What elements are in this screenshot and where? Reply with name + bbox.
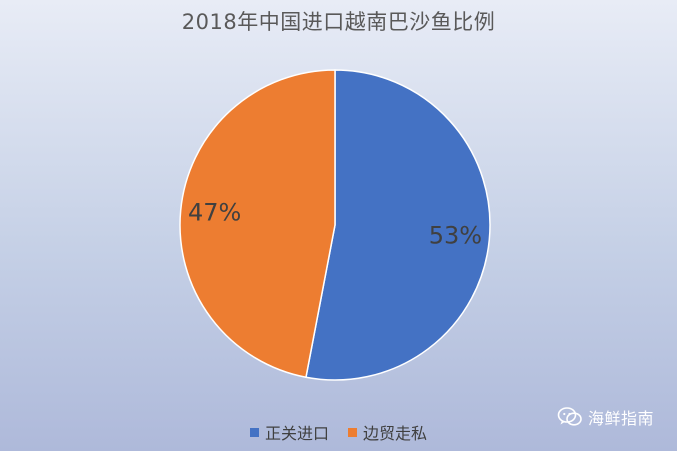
chart-legend: 正关进口 边贸走私 (0, 420, 677, 444)
watermark-text: 海鲜指南 (587, 409, 654, 428)
pie-slice-official-import (305, 69, 491, 381)
legend-swatch-border-smuggling (348, 427, 358, 437)
legend-swatch-official-import (249, 427, 259, 437)
data-label-border-smuggling: 47% (188, 199, 241, 227)
legend-item-official-import: 正关进口 (249, 420, 329, 444)
data-label-official-import: 53% (429, 221, 482, 249)
legend-label-border-smuggling: 边贸走私 (363, 424, 428, 443)
legend-item-border-smuggling: 边贸走私 (348, 420, 427, 444)
pie-slice-border-smuggling (179, 69, 336, 379)
legend-label-official-import: 正关进口 (264, 424, 329, 443)
watermark: 海鲜指南 (557, 405, 654, 429)
wechat-icon (557, 407, 582, 426)
chart-title: 2018年中国进口越南巴沙鱼比例 (181, 10, 496, 34)
